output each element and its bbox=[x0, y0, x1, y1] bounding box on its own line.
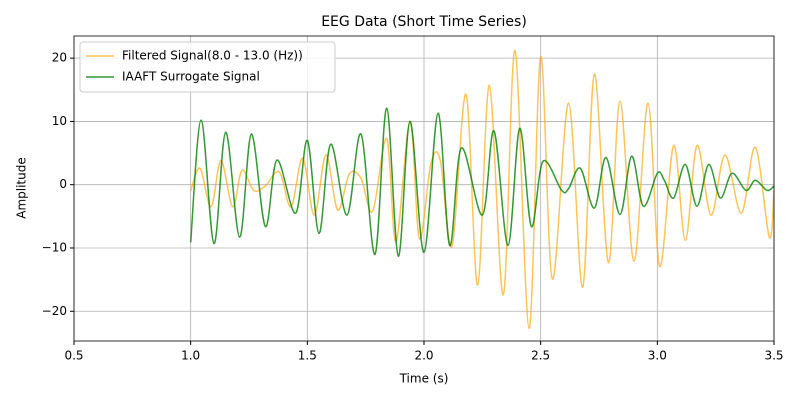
x-tick-label: 0.5 bbox=[64, 349, 83, 363]
line-series bbox=[189, 49, 775, 330]
x-tick-label: 2.5 bbox=[531, 349, 550, 363]
x-tick-label: 1.0 bbox=[181, 349, 200, 363]
plot-frame bbox=[73, 35, 775, 342]
x-tick-label: 1.5 bbox=[298, 349, 317, 363]
y-tick-label: 10 bbox=[52, 114, 67, 128]
x-axis-label: Time (s) bbox=[399, 372, 449, 386]
y-tick-label: 20 bbox=[52, 51, 67, 65]
x-tick-label: 3.5 bbox=[764, 349, 783, 363]
line-series bbox=[189, 107, 775, 257]
y-tick-label: −10 bbox=[42, 240, 67, 254]
y-axis-label: Amplitude bbox=[15, 157, 29, 219]
chart-title: EEG Data (Short Time Series) bbox=[321, 14, 527, 30]
legend-label: IAAFT Surrogate Signal bbox=[122, 70, 260, 84]
x-tick-label: 3.0 bbox=[648, 349, 667, 363]
legend-box bbox=[79, 41, 336, 93]
y-tick-label: 0 bbox=[59, 177, 67, 191]
legend-label: Filtered Signal(8.0 - 13.0 (Hz)) bbox=[122, 49, 303, 63]
x-tick-label: 2.0 bbox=[414, 349, 433, 363]
y-tick-label: −20 bbox=[42, 304, 67, 318]
